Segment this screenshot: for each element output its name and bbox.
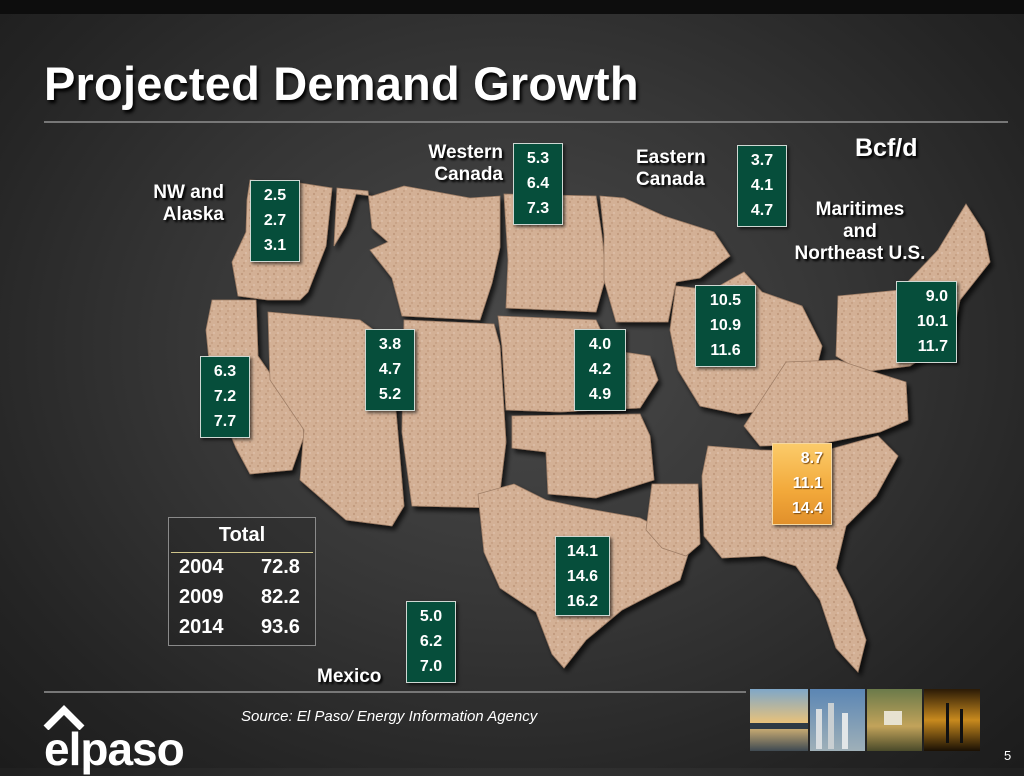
region-northern-rockies <box>333 185 501 321</box>
region-label-mexico: Mexico <box>317 666 382 687</box>
demand-value-2004: 10.5 <box>709 292 742 309</box>
footer-divider <box>44 691 746 693</box>
region-label-nw-alaska: NW and Alaska <box>153 182 224 225</box>
demand-value-2014: 11.7 <box>917 338 948 355</box>
top-bar <box>0 0 1024 14</box>
total-table: Total 2004 72.8 2009 82.2 2014 93.6 <box>168 517 316 646</box>
demand-value-2009: 10.9 <box>709 317 742 334</box>
company-logo: elpaso <box>44 723 185 775</box>
demand-value-2009: 4.2 <box>588 361 612 378</box>
region-oklahoma <box>511 413 655 499</box>
page-title: Projected Demand Growth <box>44 57 639 110</box>
demand-box-western-canada: 5.3 6.4 7.3 <box>513 143 563 225</box>
region-upper-midwest <box>599 195 731 323</box>
demand-box-midwest: 10.5 10.9 11.6 <box>695 285 756 367</box>
demand-value-2014: 4.7 <box>750 202 774 219</box>
region-label-eastern-canada: Eastern Canada <box>636 147 706 190</box>
region-label-maritimes: Maritimes and Northeast U.S. <box>794 199 926 264</box>
photo-refinery-night <box>924 689 980 751</box>
demand-box-mexico: 5.0 6.2 7.0 <box>406 601 456 683</box>
total-value: 72.8 <box>261 556 300 578</box>
total-heading-underline <box>171 552 313 553</box>
region-mid-atlantic <box>743 359 909 447</box>
total-value: 93.6 <box>261 616 300 638</box>
demand-box-southeast: 8.7 11.1 14.4 <box>772 443 832 525</box>
photo-strip <box>750 689 980 751</box>
total-row: 2004 72.8 <box>179 556 309 582</box>
page-number: 5 <box>1004 748 1012 763</box>
demand-value-2014: 7.3 <box>526 200 550 217</box>
source-note: Source: El Paso/ Energy Information Agen… <box>241 708 538 725</box>
total-year: 2009 <box>179 586 224 608</box>
demand-value-2014: 3.1 <box>263 237 287 254</box>
demand-value-2009: 4.1 <box>750 177 774 194</box>
total-year: 2014 <box>179 616 224 638</box>
demand-value-2014: 14.4 <box>791 500 823 517</box>
demand-value-2009: 7.2 <box>213 388 237 405</box>
demand-value-2004: 6.3 <box>213 363 237 380</box>
demand-value-2004: 4.0 <box>588 336 612 353</box>
demand-value-2004: 8.7 <box>800 450 823 467</box>
demand-value-2004: 3.7 <box>750 152 774 169</box>
demand-value-2014: 11.6 <box>710 342 741 359</box>
demand-box-midcontinent: 4.0 4.2 4.9 <box>574 329 626 411</box>
demand-value-2009: 11.1 <box>792 475 823 492</box>
demand-value-2004: 5.3 <box>526 150 550 167</box>
demand-box-california: 6.3 7.2 7.7 <box>200 356 250 438</box>
demand-box-texas-gulf: 14.1 14.6 16.2 <box>555 536 610 616</box>
demand-value-2014: 4.9 <box>588 386 612 403</box>
demand-value-2009: 2.7 <box>263 212 287 229</box>
region-arkansas-la <box>645 483 701 557</box>
demand-value-2004: 3.8 <box>378 336 402 353</box>
demand-value-2014: 7.0 <box>419 658 443 675</box>
demand-value-2004: 9.0 <box>925 288 948 305</box>
title-divider <box>44 121 1008 123</box>
demand-value-2004: 14.1 <box>566 543 599 560</box>
demand-value-2009: 6.4 <box>526 175 550 192</box>
demand-box-nw-alaska: 2.5 2.7 3.1 <box>250 180 300 262</box>
region-southeast <box>701 435 899 673</box>
total-year: 2004 <box>179 556 224 578</box>
demand-box-rockies: 3.8 4.7 5.2 <box>365 329 415 411</box>
total-row: 2009 82.2 <box>179 586 309 612</box>
demand-value-2004: 5.0 <box>419 608 443 625</box>
demand-value-2009: 10.1 <box>916 313 948 330</box>
demand-value-2009: 14.6 <box>566 568 599 585</box>
demand-value-2014: 7.7 <box>213 413 237 430</box>
demand-value-2009: 4.7 <box>378 361 402 378</box>
demand-value-2014: 16.2 <box>566 593 599 610</box>
demand-value-2009: 6.2 <box>419 633 443 650</box>
region-colorado-nm <box>401 319 507 509</box>
region-label-western-canada: Western Canada <box>428 142 503 185</box>
demand-box-northeast: 9.0 10.1 11.7 <box>896 281 957 363</box>
total-value: 82.2 <box>261 586 300 608</box>
demand-value-2004: 2.5 <box>263 187 287 204</box>
total-row: 2014 93.6 <box>179 616 309 642</box>
photo-sunset-harbor <box>750 689 808 751</box>
demand-value-2014: 5.2 <box>378 386 402 403</box>
demand-box-eastern-canada: 3.7 4.1 4.7 <box>737 145 787 227</box>
logo-chevron-icon <box>43 705 85 730</box>
total-heading: Total <box>218 524 266 546</box>
unit-label: Bcf/d <box>855 134 918 162</box>
